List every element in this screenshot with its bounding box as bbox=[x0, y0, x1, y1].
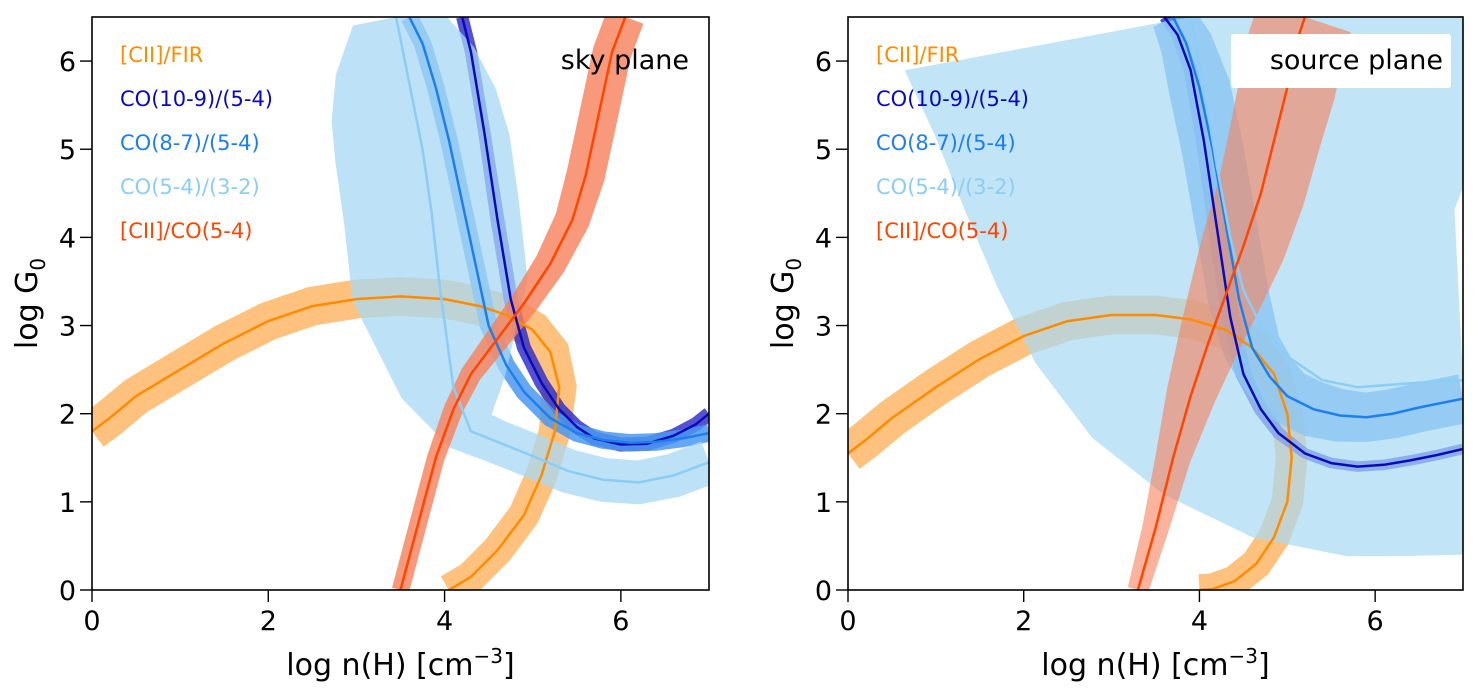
legend-entry: [CII]/FIR bbox=[120, 43, 203, 67]
y-tick-label: 4 bbox=[815, 223, 832, 254]
x-tick-label: 6 bbox=[612, 606, 629, 637]
y-tick-label: 6 bbox=[59, 47, 76, 78]
line-co-8-7-5-4- bbox=[1171, 17, 1463, 419]
legend-entry: CO(8-7)/(5-4) bbox=[120, 131, 260, 155]
y-tick-label: 1 bbox=[59, 488, 76, 519]
title-box bbox=[1231, 34, 1451, 88]
y-tick-label: 3 bbox=[815, 312, 832, 343]
x-axis-label-sup: −3 bbox=[1229, 644, 1258, 668]
y-tick-label: 2 bbox=[815, 400, 832, 431]
band-co-5-4-3-2- bbox=[331, 17, 709, 505]
y-tick-label: 4 bbox=[59, 223, 76, 254]
x-axis-label-close: ] bbox=[1258, 648, 1270, 683]
y-axis-label-main: log G bbox=[766, 271, 801, 350]
legend-entry: CO(10-9)/(5-4) bbox=[120, 87, 273, 111]
x-tick-label: 0 bbox=[83, 606, 100, 637]
x-axis-label: log n(H) [cm−3] bbox=[1041, 644, 1269, 683]
x-axis-label-sup: −3 bbox=[474, 644, 503, 668]
x-tick-label: 2 bbox=[1015, 606, 1032, 637]
x-axis-label-main: log n(H) [cm bbox=[1041, 648, 1228, 683]
y-tick-label: 6 bbox=[815, 47, 832, 78]
y-axis-label-sub: 0 bbox=[782, 258, 806, 271]
y-axis-label-sub: 0 bbox=[26, 258, 50, 271]
band-co-5-4-3-2- bbox=[904, 17, 1463, 557]
legend-entry: [CII]/FIR bbox=[876, 43, 959, 67]
x-tick-label: 4 bbox=[436, 606, 453, 637]
y-tick-label: 0 bbox=[59, 576, 76, 607]
line-co-8-7-5-4- bbox=[408, 17, 709, 445]
plot-area-sky bbox=[92, 17, 709, 590]
band--cii-co-5-4- bbox=[392, 17, 644, 590]
x-tick-label: 2 bbox=[260, 606, 277, 637]
y-tick-label: 1 bbox=[815, 488, 832, 519]
legend-entry: CO(5-4)/(3-2) bbox=[120, 175, 260, 199]
line--cii-fir bbox=[92, 295, 561, 590]
y-tick-label: 2 bbox=[59, 400, 76, 431]
x-tick-label: 0 bbox=[839, 606, 856, 637]
line-co-10-9-5-4- bbox=[460, 17, 709, 446]
legend-entry: [CII]/CO(5-4) bbox=[120, 219, 252, 243]
y-axis-label: log G0 bbox=[766, 258, 806, 349]
line-co-10-9-5-4- bbox=[1163, 17, 1463, 468]
line--cii-co-5-4- bbox=[399, 17, 627, 590]
plot-frame-sky bbox=[91, 16, 710, 591]
legend-entry: CO(5-4)/(3-2) bbox=[876, 175, 1016, 199]
line-co-5-4-3-2- bbox=[1189, 17, 1463, 389]
y-tick-label: 5 bbox=[815, 135, 832, 166]
y-axis-label-main: log G bbox=[10, 271, 45, 350]
x-tick-label: 6 bbox=[1367, 606, 1384, 637]
line-co-5-4-3-2- bbox=[394, 17, 709, 484]
y-tick-label: 5 bbox=[59, 135, 76, 166]
x-axis-label-close: ] bbox=[503, 648, 515, 683]
y-tick-label: 0 bbox=[815, 576, 832, 607]
chart-title: source plane bbox=[1270, 45, 1443, 76]
legend-entry: CO(10-9)/(5-4) bbox=[876, 87, 1029, 111]
y-axis-label: log G0 bbox=[10, 258, 50, 349]
band--cii-fir bbox=[92, 277, 577, 590]
line--cii-fir bbox=[848, 313, 1293, 590]
legend-entry: [CII]/CO(5-4) bbox=[876, 219, 1008, 243]
plot-area-source bbox=[848, 17, 1463, 590]
x-tick-label: 4 bbox=[1191, 606, 1208, 637]
x-axis-label-main: log n(H) [cm bbox=[286, 648, 473, 683]
x-axis-label: log n(H) [cm−3] bbox=[286, 644, 514, 683]
legend-entry: CO(8-7)/(5-4) bbox=[876, 131, 1016, 155]
plot-frame-source bbox=[847, 16, 1464, 591]
y-tick-label: 3 bbox=[59, 312, 76, 343]
band-co-10-9-5-4- bbox=[456, 17, 709, 452]
chart-title: sky plane bbox=[561, 45, 689, 76]
